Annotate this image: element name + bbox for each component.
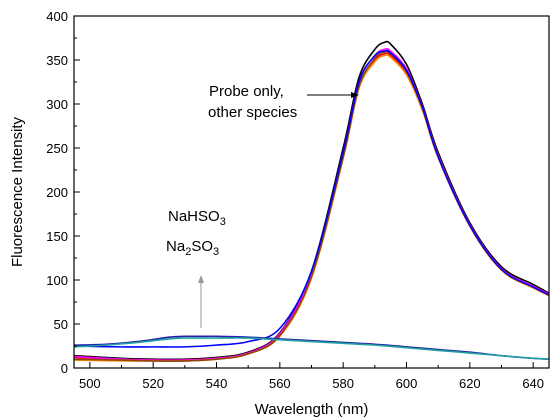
annotation-nahso3: NaHSO3 — [168, 208, 226, 228]
series-line-2 — [74, 52, 549, 362]
series-lines — [74, 40, 549, 362]
y-tick-label: 350 — [46, 53, 68, 68]
x-tick-label: 640 — [522, 376, 544, 391]
x-axis-title: Wavelength (nm) — [255, 401, 369, 418]
x-tick-label: 600 — [396, 376, 418, 391]
y-tick-label: 0 — [61, 361, 68, 376]
nahso3-main: NaHSO — [168, 208, 220, 225]
na2so3-sub1: 2 — [185, 246, 191, 258]
x-tick-label: 520 — [142, 376, 164, 391]
na2so3-sub2: 3 — [213, 246, 219, 258]
series-line-6 — [74, 49, 549, 348]
x-tick-label: 620 — [459, 376, 481, 391]
y-tick-label: 250 — [46, 141, 68, 156]
annotation-probe-line1: Probe only, — [209, 83, 284, 100]
x-tick-label: 560 — [269, 376, 291, 391]
x-tick-label: 500 — [79, 376, 101, 391]
y-tick-label: 400 — [46, 9, 68, 24]
y-tick-label: 200 — [46, 185, 68, 200]
probe-arrow — [307, 92, 359, 98]
y-tick-label: 100 — [46, 273, 68, 288]
annotation-na2so3: Na2SO3 — [166, 238, 219, 258]
y-tick-label: 50 — [54, 317, 68, 332]
series-line-3 — [74, 48, 549, 362]
nahso3-sub: 3 — [220, 216, 226, 228]
y-tick-label: 300 — [46, 97, 68, 112]
y-tick-label: 150 — [46, 229, 68, 244]
x-tick-label: 580 — [332, 376, 354, 391]
series-line-5 — [74, 50, 549, 362]
x-tick-label: 540 — [206, 376, 228, 391]
annotation-probe-line2: other species — [208, 104, 297, 121]
y-axis-title: Fluorescence Intensity — [9, 116, 26, 267]
axis-ticks: 500 520 540 560 580 600 620 640 0 50 100 150 200 250 3… — [46, 9, 544, 391]
na2so3-so: SO — [191, 238, 213, 255]
na2so3-na: Na — [166, 238, 186, 255]
plot-frame — [73, 15, 550, 369]
series-line-1 — [74, 40, 549, 361]
series-line-4 — [74, 54, 549, 362]
series-line-8 — [74, 337, 549, 360]
species-arrow — [198, 275, 204, 328]
series-line-7 — [74, 335, 549, 360]
